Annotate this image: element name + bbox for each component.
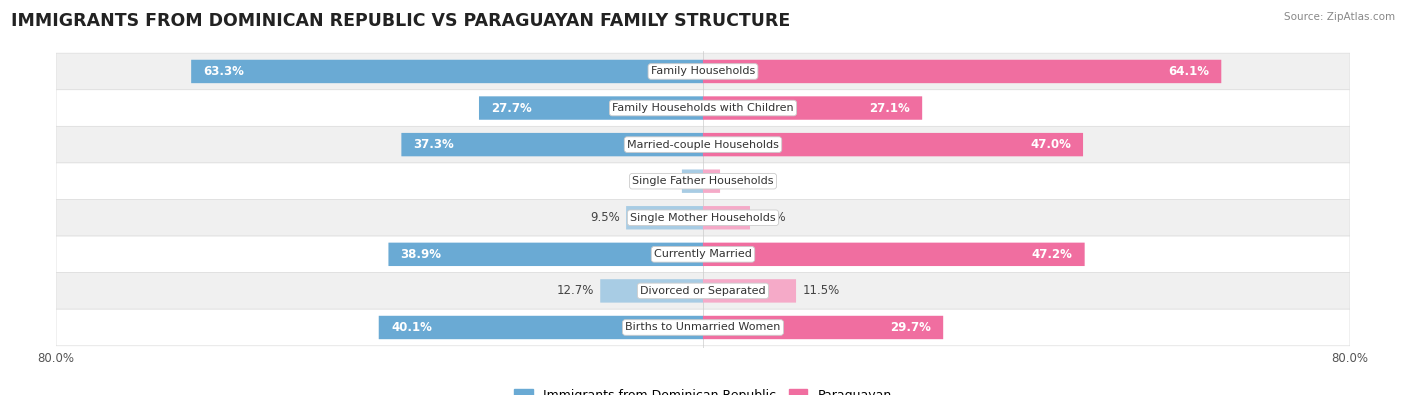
Text: 47.2%: 47.2%: [1032, 248, 1073, 261]
Text: Family Households: Family Households: [651, 66, 755, 77]
Text: 27.1%: 27.1%: [869, 102, 910, 115]
Text: IMMIGRANTS FROM DOMINICAN REPUBLIC VS PARAGUAYAN FAMILY STRUCTURE: IMMIGRANTS FROM DOMINICAN REPUBLIC VS PA…: [11, 12, 790, 30]
FancyBboxPatch shape: [56, 199, 1350, 236]
Text: 40.1%: 40.1%: [391, 321, 432, 334]
Text: 9.5%: 9.5%: [591, 211, 620, 224]
FancyBboxPatch shape: [626, 206, 703, 229]
Text: 2.1%: 2.1%: [727, 175, 756, 188]
FancyBboxPatch shape: [479, 96, 703, 120]
Text: Currently Married: Currently Married: [654, 249, 752, 260]
Text: Divorced or Separated: Divorced or Separated: [640, 286, 766, 296]
FancyBboxPatch shape: [56, 90, 1350, 126]
FancyBboxPatch shape: [56, 309, 1350, 346]
FancyBboxPatch shape: [703, 243, 1084, 266]
Text: Single Mother Households: Single Mother Households: [630, 213, 776, 223]
FancyBboxPatch shape: [191, 60, 703, 83]
Text: 2.6%: 2.6%: [645, 175, 675, 188]
FancyBboxPatch shape: [703, 206, 749, 229]
FancyBboxPatch shape: [600, 279, 703, 303]
Text: Births to Unmarried Women: Births to Unmarried Women: [626, 322, 780, 333]
Text: 11.5%: 11.5%: [803, 284, 839, 297]
FancyBboxPatch shape: [703, 316, 943, 339]
Text: Single Father Households: Single Father Households: [633, 176, 773, 186]
Text: Family Households with Children: Family Households with Children: [612, 103, 794, 113]
FancyBboxPatch shape: [682, 169, 703, 193]
Text: 47.0%: 47.0%: [1031, 138, 1071, 151]
Text: 5.8%: 5.8%: [756, 211, 786, 224]
FancyBboxPatch shape: [401, 133, 703, 156]
FancyBboxPatch shape: [388, 243, 703, 266]
FancyBboxPatch shape: [703, 169, 720, 193]
FancyBboxPatch shape: [56, 236, 1350, 273]
FancyBboxPatch shape: [56, 53, 1350, 90]
FancyBboxPatch shape: [56, 163, 1350, 199]
Text: 63.3%: 63.3%: [204, 65, 245, 78]
FancyBboxPatch shape: [703, 96, 922, 120]
FancyBboxPatch shape: [703, 279, 796, 303]
Text: Married-couple Households: Married-couple Households: [627, 139, 779, 150]
Text: 37.3%: 37.3%: [413, 138, 454, 151]
FancyBboxPatch shape: [56, 273, 1350, 309]
FancyBboxPatch shape: [703, 60, 1222, 83]
Legend: Immigrants from Dominican Republic, Paraguayan: Immigrants from Dominican Republic, Para…: [509, 384, 897, 395]
Text: 12.7%: 12.7%: [557, 284, 593, 297]
Text: 64.1%: 64.1%: [1168, 65, 1209, 78]
Text: 27.7%: 27.7%: [491, 102, 531, 115]
Text: 29.7%: 29.7%: [890, 321, 931, 334]
Text: 38.9%: 38.9%: [401, 248, 441, 261]
Text: Source: ZipAtlas.com: Source: ZipAtlas.com: [1284, 12, 1395, 22]
FancyBboxPatch shape: [378, 316, 703, 339]
FancyBboxPatch shape: [703, 133, 1083, 156]
FancyBboxPatch shape: [56, 126, 1350, 163]
